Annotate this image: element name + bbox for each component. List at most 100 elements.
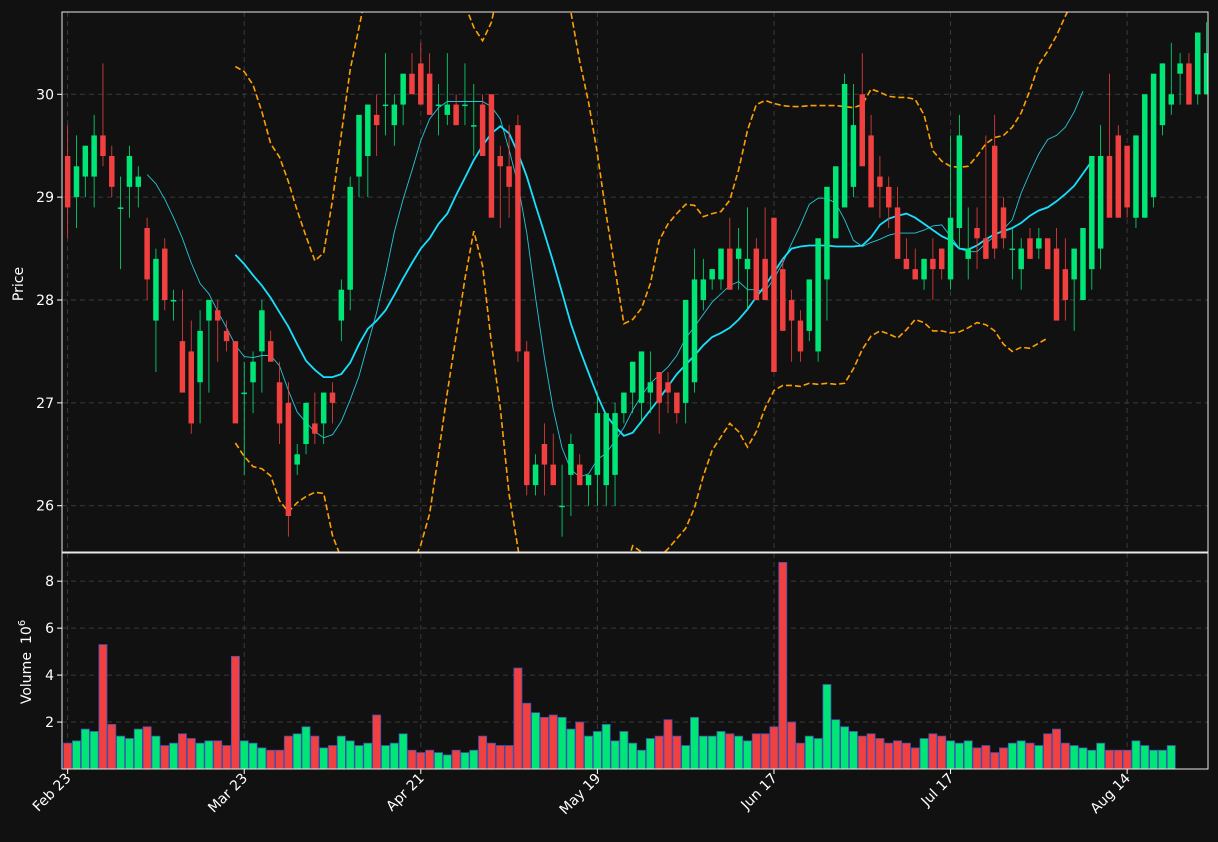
- candle-body-17: [215, 310, 221, 321]
- candle-body-76: [735, 248, 742, 259]
- volume-bar-25: [283, 735, 293, 769]
- volume-bar-54: [539, 716, 549, 769]
- volume-bar-56: [557, 716, 567, 769]
- volume-bar-34: [363, 742, 373, 769]
- volume-bar-50: [504, 745, 514, 769]
- candle-body-75: [727, 248, 733, 290]
- candle-99: [938, 248, 945, 280]
- candle-82: [788, 289, 795, 362]
- candle-21: [250, 351, 256, 414]
- candle-body-99: [938, 248, 945, 270]
- candle-body-128: [1195, 32, 1201, 95]
- candle-body-97: [921, 258, 927, 280]
- candle-body-89: [850, 125, 857, 187]
- candle-body-87: [833, 166, 839, 239]
- volume-bar-66: [645, 738, 655, 769]
- volume-axis-label: Volume 106: [17, 620, 35, 704]
- candle-body-61: [603, 413, 609, 486]
- candle-body-124: [1159, 63, 1166, 126]
- candle-56: [559, 464, 565, 537]
- volume-bar-63: [619, 731, 629, 769]
- candle-54: [541, 423, 548, 496]
- candle-78: [753, 238, 760, 300]
- candle-body-56: [559, 505, 565, 508]
- candle-body-122: [1142, 94, 1148, 218]
- candle-body-70: [682, 300, 689, 403]
- volume-bar-80: [769, 726, 779, 769]
- candle-body-37: [391, 104, 398, 126]
- candle-body-62: [612, 413, 618, 475]
- candle-123: [1150, 73, 1157, 208]
- candle-body-95: [903, 258, 910, 270]
- candle-40: [418, 42, 424, 105]
- candle-body-109: [1027, 238, 1033, 259]
- lower-band-line: [234, 230, 1049, 552]
- volume-bar-96: [910, 747, 920, 769]
- volume-bar-123: [1149, 749, 1159, 769]
- candle-body-126: [1177, 63, 1183, 74]
- candle-body-117: [1097, 156, 1104, 249]
- candle-9: [144, 217, 150, 300]
- candle-60: [594, 392, 601, 506]
- volume-bar-59: [584, 735, 594, 769]
- candle-4: [100, 63, 106, 167]
- candle-45: [462, 63, 468, 126]
- candle-106: [1000, 197, 1007, 249]
- candle-11: [162, 238, 168, 311]
- volume-bar-62: [610, 740, 620, 769]
- candle-88: [841, 73, 848, 208]
- candle-10: [153, 248, 159, 372]
- price-panel-frame: [61, 11, 1209, 553]
- candle-body-21: [250, 361, 256, 383]
- candle-body-114: [1071, 248, 1077, 280]
- candle-body-8: [135, 176, 142, 187]
- volume-tick-label-1: 4: [45, 668, 54, 684]
- volume-bar-68: [663, 719, 673, 769]
- volume-bar-22: [257, 747, 267, 769]
- candle-body-77: [744, 258, 751, 270]
- volume-bar-27: [301, 726, 311, 769]
- candle-129: [1203, 22, 1208, 95]
- volume-bar-93: [884, 742, 894, 769]
- candle-69: [674, 392, 680, 424]
- candle-79: [762, 207, 768, 300]
- candle-61: [603, 413, 609, 506]
- volume-bar-46: [469, 749, 479, 769]
- volume-bar-71: [690, 716, 699, 769]
- candle-81: [780, 258, 786, 331]
- candle-body-85: [815, 238, 821, 352]
- candle-43: [444, 53, 451, 126]
- candle-body-72: [700, 279, 707, 300]
- volume-bar-9: [142, 726, 152, 769]
- candle-84: [806, 279, 813, 342]
- volume-bar-24: [275, 749, 285, 769]
- candle-body-3: [91, 135, 97, 177]
- candle-body-55: [550, 464, 556, 486]
- candle-95: [903, 238, 910, 270]
- candle-23: [267, 330, 274, 362]
- candle-body-18: [223, 330, 230, 342]
- candle-body-57: [568, 444, 574, 475]
- candle-63: [621, 392, 627, 424]
- volume-bar-108: [1016, 740, 1026, 769]
- volume-bar-45: [460, 752, 470, 769]
- candle-body-35: [373, 114, 380, 126]
- volume-bar-13: [177, 733, 187, 769]
- volume-bar-61: [601, 723, 611, 769]
- candle-5: [109, 145, 115, 198]
- candle-30: [329, 382, 336, 424]
- volume-bar-72: [698, 735, 708, 769]
- volume-bar-43: [442, 754, 452, 769]
- candle-70: [682, 300, 689, 424]
- volume-axis-label-text: Volume: [19, 652, 35, 704]
- volume-bar-118: [1105, 749, 1114, 769]
- candle-97: [921, 258, 927, 290]
- candle-body-9: [144, 228, 150, 280]
- candle-body-112: [1053, 248, 1060, 321]
- volume-tick-label-3: 8: [45, 574, 54, 590]
- candle-127: [1186, 53, 1192, 105]
- volume-bar-35: [372, 714, 382, 769]
- volume-bar-14: [186, 738, 196, 769]
- candle-113: [1062, 238, 1069, 321]
- volume-bar-73: [707, 735, 717, 769]
